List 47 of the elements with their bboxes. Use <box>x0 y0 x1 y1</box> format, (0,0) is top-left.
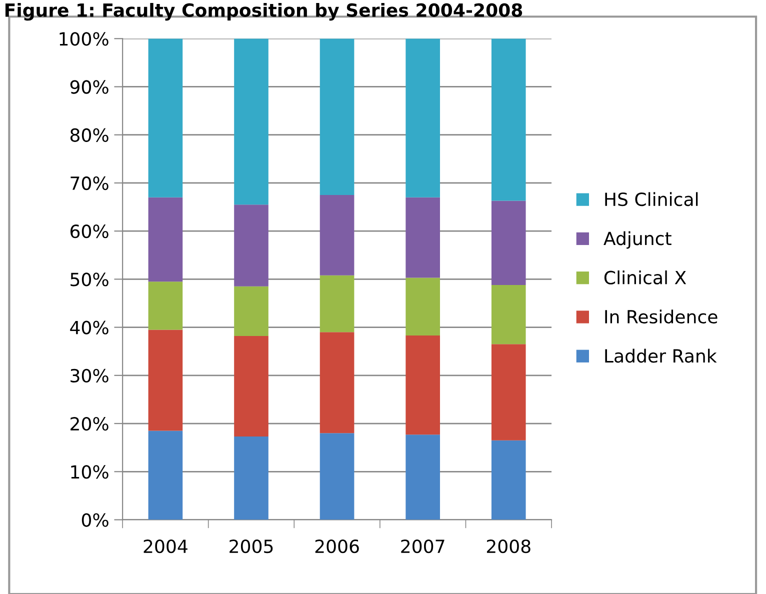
chart-title: Figure 1: Faculty Composition by Series 2004-2008 <box>5 2 522 21</box>
bar <box>320 275 354 332</box>
x-tick-label: 2005 <box>230 540 273 554</box>
bar <box>320 433 354 520</box>
y-tick-label: 90% <box>70 80 108 94</box>
bar <box>406 197 440 278</box>
legend-label: Ladder Rank <box>605 348 717 363</box>
bar <box>491 200 526 285</box>
bar <box>491 38 526 201</box>
bar <box>148 38 183 198</box>
x-tick-label: 2007 <box>401 540 444 554</box>
bar <box>148 282 183 330</box>
bar <box>406 38 440 198</box>
bar <box>234 336 268 437</box>
x-tick-label: 2008 <box>486 540 530 554</box>
y-tick-label: 70% <box>70 176 108 190</box>
bar <box>406 278 440 336</box>
bar <box>406 434 440 520</box>
y-tick-label: 60% <box>70 224 108 238</box>
bar <box>320 194 354 276</box>
y-tick-label: 20% <box>70 416 108 431</box>
bar <box>148 430 183 520</box>
bar <box>148 197 183 282</box>
legend-label: In Residence <box>605 310 718 324</box>
bar <box>491 344 526 440</box>
legend-label: Clinical X <box>604 270 686 284</box>
bar <box>148 330 183 431</box>
bar <box>491 440 526 520</box>
x-tick-label: 2004 <box>144 540 188 554</box>
bar <box>491 284 526 344</box>
bar <box>406 335 440 435</box>
y-tick-label: 80% <box>70 128 108 142</box>
bar <box>234 38 268 205</box>
y-tick-label: 30% <box>70 368 108 383</box>
y-tick-label: 100% <box>60 32 108 46</box>
bar <box>234 436 268 520</box>
legend-label: Adjunct <box>604 231 672 249</box>
x-tick-label: 2006 <box>315 540 359 554</box>
bar <box>320 332 354 434</box>
y-tick-label: 10% <box>71 465 108 479</box>
y-tick-label: 0% <box>82 513 108 527</box>
y-tick-label: 50% <box>70 272 108 286</box>
bar <box>320 38 354 195</box>
bar <box>234 286 268 336</box>
bar <box>234 204 268 286</box>
legend-label: HS Clinical <box>605 192 698 206</box>
y-tick-label: 40% <box>70 320 108 334</box>
